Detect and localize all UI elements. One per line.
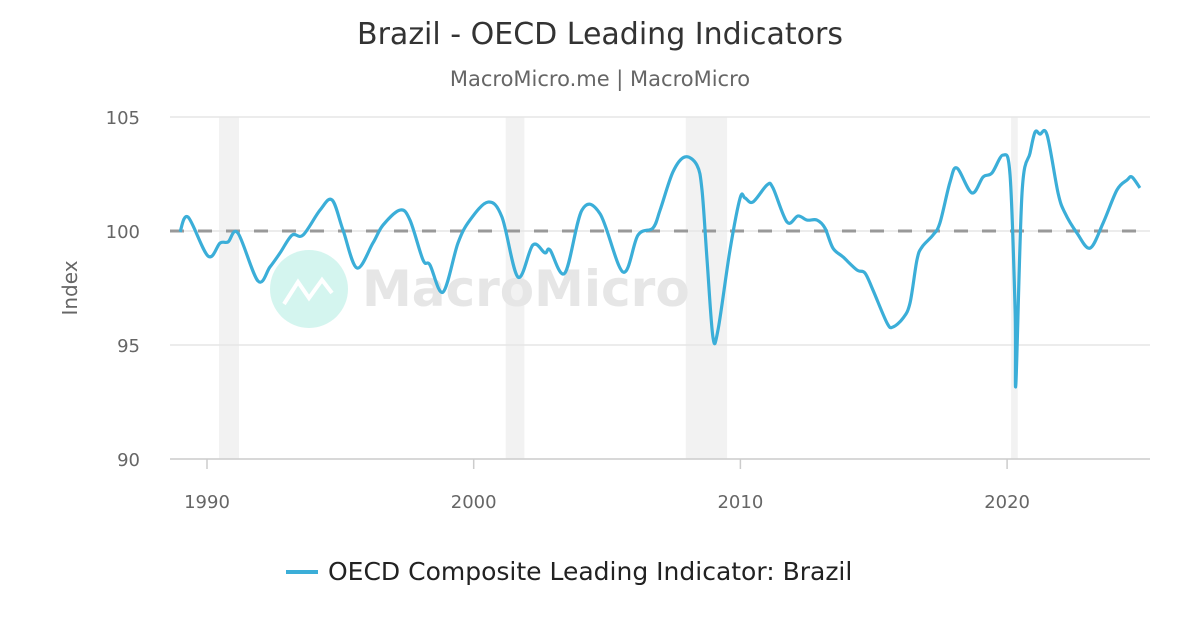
recession-band — [505, 117, 525, 459]
watermark-text: MacroMicro — [362, 260, 690, 318]
x-tick-label: 2010 — [717, 492, 763, 513]
x-tick-label: 1990 — [184, 492, 230, 513]
x-tick-label: 2000 — [451, 492, 497, 513]
y-tick-label: 105 — [106, 108, 140, 129]
y-axis-label: Index — [58, 260, 82, 315]
watermark: MacroMicro — [270, 250, 690, 328]
watermark-logo-glyph — [282, 276, 334, 306]
x-tick-label: 2020 — [984, 492, 1030, 513]
series-line — [178, 128, 1142, 389]
recession-band — [219, 117, 240, 459]
watermark-logo-icon — [270, 250, 348, 328]
legend[interactable]: OECD Composite Leading Indicator: Brazil — [286, 557, 852, 586]
x-axis: 1990 2000 2010 2020 — [184, 459, 1030, 513]
y-tick-label: 90 — [117, 450, 140, 471]
legend-label[interactable]: OECD Composite Leading Indicator: Brazil — [328, 557, 852, 586]
y-tick-label: 95 — [117, 336, 140, 357]
recession-band — [685, 117, 728, 459]
y-axis: 90 95 100 105 — [106, 108, 140, 471]
chart-title: Brazil - OECD Leading Indicators — [357, 17, 843, 52]
y-tick-label: 100 — [106, 222, 140, 243]
chart-subtitle: MacroMicro.me | MacroMicro — [450, 67, 750, 92]
